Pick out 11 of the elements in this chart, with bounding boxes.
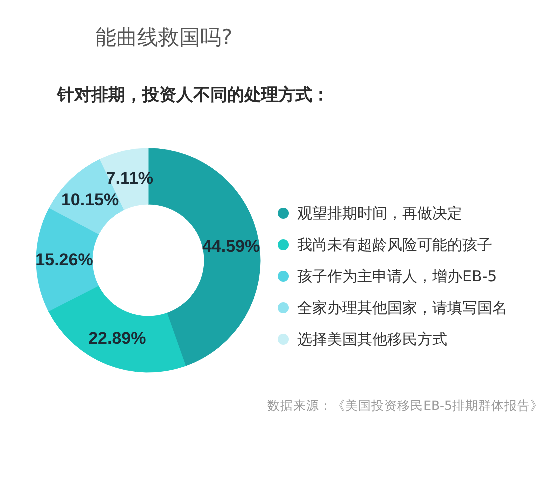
legend-label: 全家办理其他国家，请填写国名 <box>298 299 508 317</box>
chart-subtitle: 针对排期，投资人不同的处理方式： <box>56 86 330 106</box>
legend-label: 观望排期时间，再做决定 <box>298 204 462 222</box>
legend-label: 孩子作为主申请人，增办EB-5 <box>298 268 498 286</box>
data-label: 15.26% <box>36 250 94 270</box>
legend-label: 选择美国其他移民方式 <box>298 330 448 348</box>
source-note: 数据来源：《美国投资移民EB-5排期群体报告》 <box>268 398 544 413</box>
chart-title: 能曲线救国吗? <box>96 26 233 50</box>
legend-label: 我尚未有超龄风险可能的孩子 <box>298 236 492 254</box>
data-label: 22.89% <box>88 329 146 348</box>
data-label: 10.15% <box>61 190 120 210</box>
